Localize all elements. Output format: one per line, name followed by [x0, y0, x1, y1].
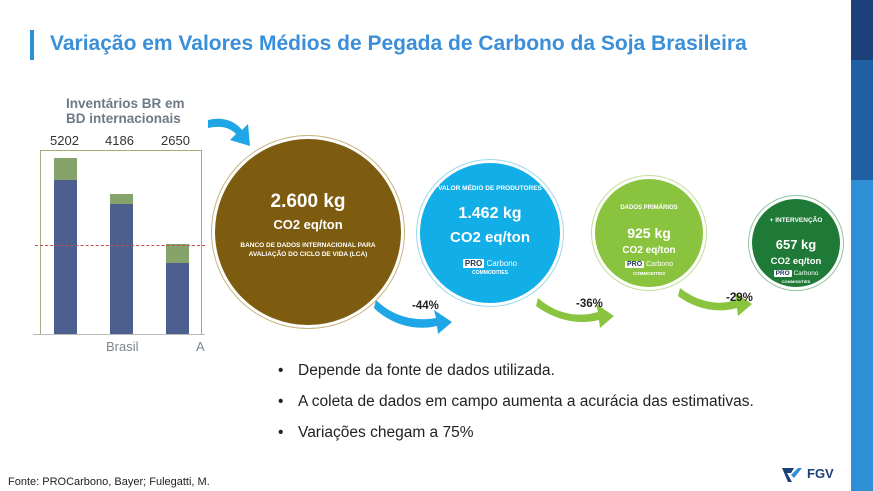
circle-1-unit: CO2 eq/ton	[273, 217, 343, 232]
arrow-reduction-2	[536, 298, 614, 328]
bullet-text: Depende da fonte de dados utilizada.	[298, 362, 555, 379]
bullet-text: Variações chegam a 75%	[298, 424, 474, 441]
circle-2-unit: CO2 eq/ton	[449, 229, 530, 246]
pro-box: PRO	[625, 261, 645, 268]
bar-1	[54, 180, 77, 334]
arrow-reduction-3	[678, 288, 752, 316]
inventory-chart-frame-right	[201, 150, 202, 335]
bullet-list: • Depende da fonte de dados utilizada. •…	[278, 362, 754, 455]
strip-segment-bottom	[851, 180, 873, 491]
circle-4-label: + INTERVENÇÃO	[769, 217, 823, 224]
bar-2	[110, 204, 133, 334]
fgv-logo-icon	[782, 468, 802, 482]
bullet-dot: •	[278, 393, 284, 410]
inventory-value-3: 2650	[161, 133, 190, 148]
right-decorative-strip	[851, 0, 873, 491]
carbono-word: Carbono	[486, 259, 518, 268]
bullet-dot: •	[278, 362, 284, 379]
arrow-reduction-1	[374, 300, 452, 334]
reference-dashed-line	[35, 245, 205, 246]
pro-box: PRO	[773, 270, 792, 277]
carbono-word: Carbono	[646, 261, 673, 268]
strip-segment-middle	[851, 60, 873, 180]
fgv-brand-text: FGV	[807, 466, 834, 481]
circle-lca-database: 2.600 kg CO2 eq/ton BANCO DE DADOS INTER…	[212, 136, 404, 328]
bullet-item: • A coleta de dados em campo aumenta a a…	[278, 393, 754, 424]
circle-2-value: 1.462 kg	[458, 205, 522, 222]
page-title: Variação em Valores Médios de Pegada de …	[50, 32, 747, 55]
inventory-xlabel: Brasil	[106, 339, 139, 354]
circle-1-caption: BANCO DE DADOS INTERNACIONAL PARA AVALIA…	[240, 242, 376, 258]
commodities-label-3: COMMODITIES	[632, 271, 666, 276]
inventory-value-2: 4186	[105, 133, 134, 148]
reduction-label-1: -44%	[412, 300, 439, 312]
bullet-text: A coleta de dados em campo aumenta a acu…	[298, 393, 754, 410]
circle-3-label: DADOS PRIMÁRIOS	[620, 205, 678, 211]
circle-1-value: 2.600 kg	[270, 191, 346, 212]
reduction-label-2: -36%	[576, 298, 603, 310]
circle-primary-data: DADOS PRIMÁRIOS 925 kg CO2 eq/ton PRO Ca…	[592, 176, 706, 290]
inventory-xlabel-cut: A	[196, 339, 205, 354]
inventory-chart-baseline	[33, 334, 205, 335]
bar-3	[166, 263, 189, 334]
circle-2-label: VALOR MÉDIO DE PRODUTORES	[438, 185, 542, 192]
procarbono-logo-4: PRO Carbono	[752, 270, 840, 277]
circle-4-value: 657 kg	[775, 237, 817, 252]
inventory-chart-frame	[40, 150, 202, 335]
commodities-label-4: COMMODITIES	[781, 279, 811, 284]
title-accent-bar	[30, 30, 34, 60]
circle-producers-average: VALOR MÉDIO DE PRODUTORES 1.462 kg CO2 e…	[417, 160, 563, 306]
bar-1-cap	[54, 158, 77, 180]
circle-3-unit: CO2 eq/ton	[622, 245, 676, 256]
bar-2-cap	[110, 194, 133, 204]
bullet-item: • Depende da fonte de dados utilizada.	[278, 362, 754, 393]
reduction-label-3: -29%	[726, 292, 753, 304]
strip-segment-top	[851, 0, 873, 60]
circle-4-unit: CO2 eq/ton	[770, 256, 822, 267]
inventory-value-1: 5202	[50, 133, 79, 148]
source-footnote: Fonte: PROCarbono, Bayer; Fulegatti, M.	[8, 476, 210, 488]
procarbono-logo-2: PRO Carbono	[420, 259, 560, 268]
inventory-title: Inventários BR em BD internacionais	[66, 96, 185, 126]
commodities-label-2: COMMODITIES	[472, 270, 508, 276]
carbono-word: Carbono	[793, 270, 819, 277]
procarbono-logo-3: PRO Carbono	[595, 261, 703, 268]
bullet-dot: •	[278, 424, 284, 441]
bullet-item: • Variações chegam a 75%	[278, 424, 754, 455]
pro-box: PRO	[462, 259, 485, 268]
bar-3-cap	[166, 244, 189, 263]
circle-intervention: + INTERVENÇÃO 657 kg CO2 eq/ton PRO Carb…	[749, 196, 843, 290]
arrow-into-first-circle	[208, 118, 250, 146]
circle-3-value: 925 kg	[627, 225, 671, 241]
